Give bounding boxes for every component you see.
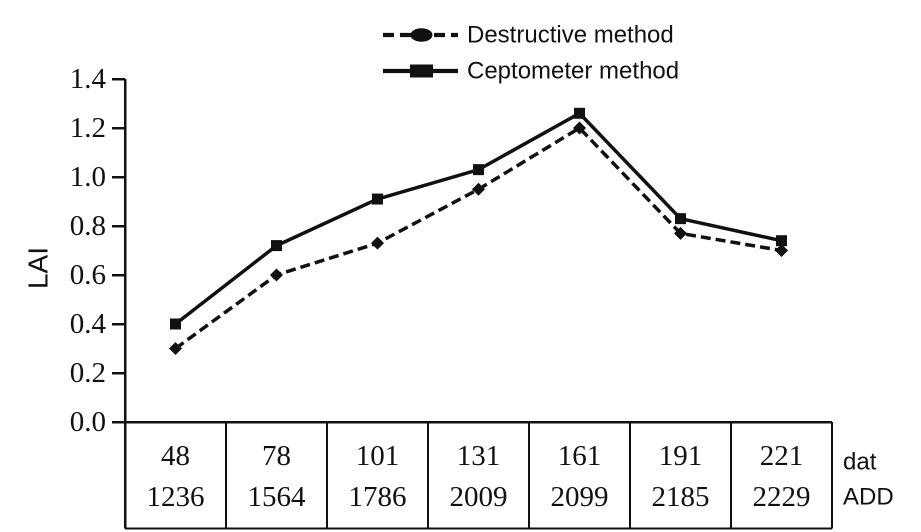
square-marker: [372, 193, 383, 205]
y-tick-label: 1.4: [70, 63, 107, 95]
legend-label: Destructive method: [467, 22, 674, 49]
square-marker: [776, 235, 787, 247]
y-axis-title: LAI: [23, 247, 54, 289]
y-tick-label: 0.6: [70, 259, 106, 291]
table-cell-dat: 101: [356, 440, 400, 472]
table-cell-add: 2229: [753, 481, 811, 513]
legend-square-marker: [410, 64, 433, 78]
table-cell-add: 1786: [349, 481, 407, 513]
x-row-label-add: ADD: [843, 484, 894, 511]
x-row-label-dat: dat: [843, 449, 877, 476]
table-cell-add: 2099: [551, 481, 609, 513]
diamond-marker: [270, 268, 283, 282]
y-tick-label: 0.4: [70, 308, 107, 340]
square-marker: [473, 164, 484, 176]
diamond-marker: [573, 121, 586, 135]
square-marker: [170, 318, 181, 330]
legend-circle-marker: [410, 28, 433, 42]
y-tick-label: 0.0: [70, 406, 106, 438]
square-marker: [271, 240, 282, 252]
series-line-ceptometer: [174, 111, 782, 326]
table-cell-add: 2009: [450, 481, 508, 513]
square-marker: [675, 213, 686, 225]
legend-label: Ceptometer method: [467, 58, 679, 85]
diamond-marker: [775, 244, 788, 257]
series-line-destructive: [174, 125, 782, 350]
table-cell-add: 1236: [147, 481, 205, 513]
diamond-marker: [674, 226, 687, 240]
y-tick-label: 1.0: [70, 161, 106, 193]
table-cell-add: 2185: [652, 481, 710, 513]
table-cell-dat: 191: [659, 440, 703, 472]
table-cell-dat: 131: [457, 440, 501, 472]
y-tick-label: 0.8: [70, 210, 106, 242]
y-tick-label: 0.2: [70, 357, 106, 389]
table-cell-dat: 161: [558, 440, 602, 472]
table-cell-dat: 78: [262, 440, 291, 472]
diamond-marker: [169, 342, 182, 355]
table-cell-add: 1564: [248, 481, 307, 513]
table-cell-dat: 48: [161, 440, 190, 472]
table-cell-dat: 221: [760, 440, 804, 472]
y-tick-label: 1.2: [70, 112, 106, 144]
square-marker: [574, 107, 585, 119]
diamond-marker: [472, 182, 485, 196]
diamond-marker: [371, 236, 384, 250]
